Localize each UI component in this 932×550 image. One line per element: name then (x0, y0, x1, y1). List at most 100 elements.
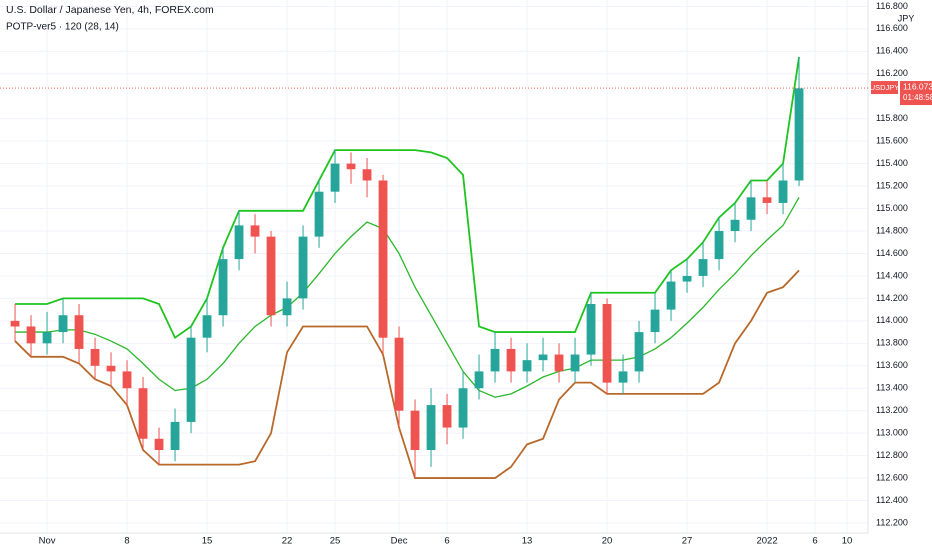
x-tick-label: 13 (522, 536, 533, 547)
candle-body (634, 332, 644, 372)
y-tick-label: 112.800 (876, 450, 908, 460)
y-tick-label: 113.400 (876, 383, 908, 393)
candle-body (618, 371, 628, 383)
y-tick-label: 114.400 (876, 270, 908, 280)
candle-body (154, 438, 164, 451)
y-tick-label: 116.400 (876, 46, 908, 56)
symbol-label: USDJPY (870, 83, 900, 92)
candle-body (666, 281, 676, 310)
candle-body (250, 225, 260, 237)
candle-body (234, 225, 244, 260)
x-tick-label: 27 (682, 536, 693, 547)
candle-body (298, 236, 308, 299)
countdown-label: 01:48:58 (903, 93, 932, 102)
candle-body (394, 337, 404, 411)
x-tick-label: Dec (391, 536, 408, 547)
x-tick-label: 25 (330, 536, 341, 547)
y-tick-label: 115.400 (876, 158, 908, 168)
candle-body (58, 315, 68, 333)
x-tick-label: 10 (842, 536, 853, 547)
y-tick-label: 112.200 (876, 517, 908, 527)
y-tick-label: 116.600 (876, 23, 908, 33)
x-tick-label: 15 (202, 536, 213, 547)
candle-body (730, 219, 740, 232)
indicator-label: POTP-ver5 · 120 (28, 14) (6, 22, 119, 33)
candle-body (186, 337, 196, 422)
candle-body (10, 320, 20, 327)
x-tick-label: 22 (282, 536, 293, 547)
y-tick-label: 114.600 (876, 248, 908, 258)
y-tick-label: 115.000 (876, 203, 908, 213)
y-tick-label: 114.200 (876, 293, 908, 303)
x-tick-label: 6 (444, 536, 449, 547)
candle-body (554, 354, 564, 372)
candle-body (362, 169, 372, 181)
candle-body (586, 304, 596, 355)
y-tick-label: 115.800 (876, 113, 908, 123)
candle-body (90, 348, 100, 366)
overlay-line (15, 56, 800, 340)
candle-body (170, 421, 180, 451)
candle-body (202, 315, 212, 338)
x-tick-label: 6 (812, 536, 817, 547)
currency-label: JPY (898, 13, 915, 23)
candle-body (282, 298, 292, 316)
x-tick-label: Nov (39, 536, 56, 547)
y-tick-label: 113.000 (876, 428, 908, 438)
overlay-line (14, 269, 800, 479)
last-price-label: 116.073 (903, 81, 932, 91)
y-tick-label: 115.200 (876, 180, 908, 190)
candle-body (762, 197, 772, 203)
candle-body (42, 332, 52, 344)
candle-body (426, 405, 436, 451)
plot-area (0, 0, 868, 533)
candle-body (602, 304, 612, 383)
candle-body (410, 410, 420, 451)
candle-body (378, 180, 388, 338)
candle-body (26, 326, 36, 344)
chart-title: U.S. Dollar / Japanese Yen, 4h, FOREX.co… (6, 4, 214, 16)
overlay-line (15, 196, 800, 398)
y-tick-label: 116.800 (876, 1, 908, 11)
candle-body (218, 259, 228, 316)
price-tag (900, 81, 932, 106)
x-tick-label: 20 (602, 536, 613, 547)
candle-body (506, 348, 516, 372)
candle-body (314, 191, 324, 237)
candle-body (682, 275, 692, 282)
y-tick-label: 113.200 (876, 405, 908, 415)
y-tick-label: 116.200 (876, 68, 908, 78)
y-tick-label: 112.400 (876, 495, 908, 505)
candle-body (538, 354, 548, 361)
candle-body (74, 315, 84, 349)
candle-body (570, 354, 580, 372)
candle-body (346, 163, 356, 170)
candle-body (794, 88, 804, 181)
y-tick-label: 114.000 (876, 315, 908, 325)
y-tick-label: 115.600 (876, 136, 908, 146)
y-tick-label: 114.800 (876, 225, 908, 235)
y-tick-label: 113.600 (876, 360, 908, 370)
candle-body (650, 309, 660, 333)
y-tick-label: 113.800 (876, 338, 908, 348)
candle-body (122, 371, 132, 389)
x-tick-label: 2022 (756, 536, 777, 547)
x-tick-label: 8 (124, 536, 129, 547)
symbol-tag (871, 81, 898, 95)
candle-body (458, 388, 468, 428)
candle-body (522, 360, 532, 372)
candle-body (442, 405, 452, 428)
candle-body (714, 231, 724, 260)
candle-body (698, 259, 708, 276)
candle-body (138, 388, 148, 439)
y-tick-label: 112.600 (876, 472, 908, 482)
candle-body (266, 236, 276, 316)
candle-body (778, 180, 788, 203)
candle-body (746, 197, 756, 220)
candle-body (330, 163, 340, 192)
candle-body (490, 348, 500, 372)
candle-body (106, 365, 116, 372)
candle-body (474, 371, 484, 389)
